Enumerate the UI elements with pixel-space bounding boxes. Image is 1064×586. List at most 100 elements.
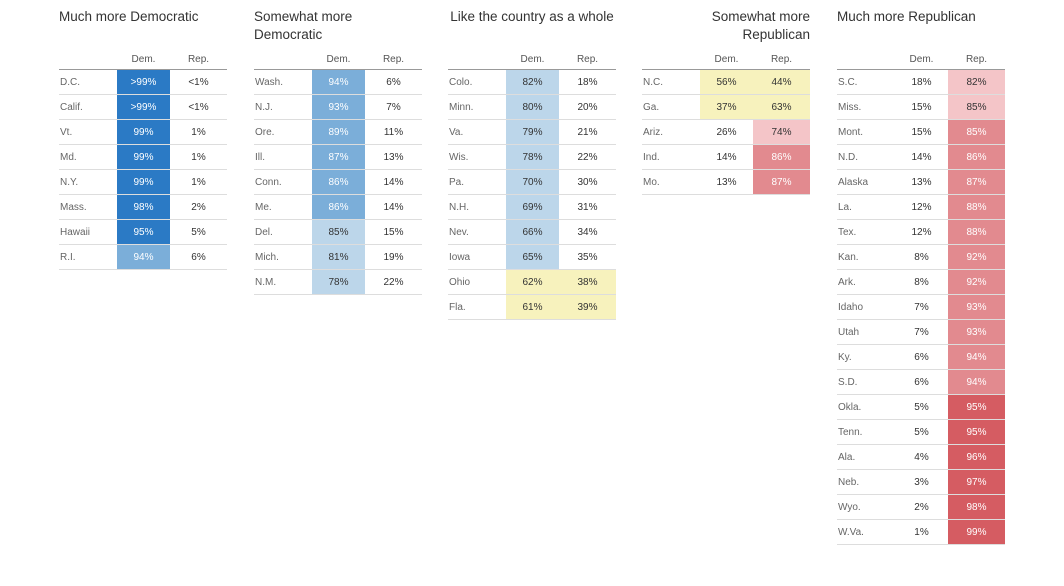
rep-probability: 38% [559,269,616,295]
rep-probability: 94% [948,344,1005,370]
dem-probability: 12% [895,219,948,245]
dem-header: Dem. [131,54,156,65]
rep-probability: 97% [948,469,1005,495]
table-row: Hawaii 95% 5% [59,219,227,245]
dem-probability: 85% [312,219,365,245]
group-title: Somewhat more Democratic [254,9,353,42]
table-row: S.D. 6% 94% [837,369,1005,395]
rep-probability: 7% [365,94,422,120]
table-row: Mass. 98% 2% [59,194,227,220]
state-name: Vt. [59,119,117,145]
group-table: Dem. Rep. D.C. >99% <1% Calif. >99% <1% Vt. 99% 1%… [59,50,227,270]
rep-probability: 96% [948,444,1005,470]
rep-probability: 88% [948,194,1005,220]
table-row: W.Va. 1% 99% [837,519,1005,545]
dem-probability: 6% [895,344,948,370]
table-row: Ala. 4% 96% [837,444,1005,470]
rep-probability: 15% [365,219,422,245]
table-row: Idaho 7% 93% [837,294,1005,320]
state-name: Ala. [837,444,895,470]
dem-probability: 78% [312,269,365,295]
dem-probability: 15% [895,94,948,120]
group-0: Much more Democratic Dem. Rep. D.C. >99% <1% C… [59,8,227,270]
rep-probability: 31% [559,194,616,220]
rep-probability: 87% [948,169,1005,195]
table-row: Kan. 8% 92% [837,244,1005,270]
group-table: Dem. Rep. S.C. 18% 82% Miss. 15% 85% Mont. 15% 85%… [837,50,1005,545]
state-name: Mass. [59,194,117,220]
state-name: N.J. [254,94,312,120]
dem-probability: 37% [700,94,753,120]
dem-header: Dem. [326,54,351,65]
state-header [59,50,117,70]
state-name: Wash. [254,69,312,95]
table-row: Okla. 5% 95% [837,394,1005,420]
table-row: Mont. 15% 85% [837,119,1005,145]
state-name: Pa. [448,169,506,195]
dem-probability: 7% [895,294,948,320]
rep-probability: 18% [559,69,616,95]
table-row: Fla. 61% 39% [448,294,616,320]
rep-probability: 13% [365,144,422,170]
table-row: Tenn. 5% 95% [837,419,1005,445]
rep-header: Rep. [382,54,405,65]
dem-probability: 5% [895,394,948,420]
state-name: Fla. [448,294,506,320]
table-row: N.J. 93% 7% [254,94,422,120]
table-row: Alaska 13% 87% [837,169,1005,195]
table-row: Ga. 37% 63% [642,94,810,120]
dem-probability: 94% [117,244,170,270]
group-4: Much more Republican Dem. Rep. S.C. 18% 82% Mi… [837,8,1005,545]
rep-probability: 1% [170,119,227,145]
table-row: Tex. 12% 88% [837,219,1005,245]
header-row: Dem. Rep. [254,50,422,70]
state-name: Minn. [448,94,506,120]
dem-probability: 95% [117,219,170,245]
rep-probability: 39% [559,294,616,320]
state-name: Miss. [837,94,895,120]
state-name: Ohio [448,269,506,295]
state-name: Utah [837,319,895,345]
dem-probability: 86% [312,194,365,220]
dem-probability: 99% [117,119,170,145]
state-name: Ariz. [642,119,700,145]
table-row: Conn. 86% 14% [254,169,422,195]
table-row: S.C. 18% 82% [837,69,1005,95]
header-row: Dem. Rep. [642,50,810,70]
state-name: Conn. [254,169,312,195]
rep-probability: 19% [365,244,422,270]
dem-probability: 93% [312,94,365,120]
state-header [837,50,895,70]
dem-probability: 62% [506,269,559,295]
state-header [448,50,506,70]
header-row: Dem. Rep. [59,50,227,70]
rep-probability: 6% [170,244,227,270]
state-name: Ore. [254,119,312,145]
table-row: Wyo. 2% 98% [837,494,1005,520]
table-row: Me. 86% 14% [254,194,422,220]
state-name: Ind. [642,144,700,170]
table-row: Colo. 82% 18% [448,69,616,95]
group-2: Like the country as a whole Dem. Rep. Colo.… [448,8,616,320]
table-row: Ark. 8% 92% [837,269,1005,295]
dem-probability: 14% [700,144,753,170]
dem-probability: 3% [895,469,948,495]
rep-probability: 88% [948,219,1005,245]
dem-probability: 18% [895,69,948,95]
table-row: Pa. 70% 30% [448,169,616,195]
dem-probability: 56% [700,69,753,95]
dem-probability: 15% [895,119,948,145]
dem-probability: 69% [506,194,559,220]
state-name: W.Va. [837,519,895,545]
state-name: Md. [59,144,117,170]
table-row: R.I. 94% 6% [59,244,227,270]
state-name: Ga. [642,94,700,120]
dem-header: Dem. [520,54,545,65]
state-name: Calif. [59,94,117,120]
dem-probability: 78% [506,144,559,170]
state-name: S.D. [837,369,895,395]
rep-header: Rep. [576,54,599,65]
dem-probability: 79% [506,119,559,145]
rep-probability: 35% [559,244,616,270]
rep-probability: 20% [559,94,616,120]
